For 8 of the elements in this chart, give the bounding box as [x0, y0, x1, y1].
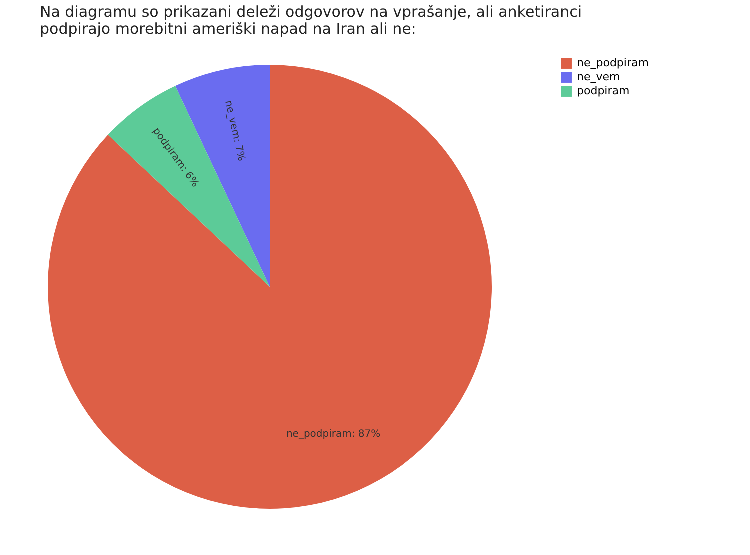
chart-title: Na diagramu so prikazani deleži odgovorov na vprašanje, ali anketiranci podpirajo morebitni ameriški napad na Iran ali ne: [40, 3, 582, 38]
data-label: ne_podpiram: 87% [286, 428, 381, 440]
data-label: ne_vem: 7% [222, 100, 247, 162]
pie-slice [108, 86, 270, 287]
legend-label: ne_podpiram [577, 56, 649, 70]
legend-label: podpiram [577, 84, 630, 98]
legend-label: ne_vem [577, 70, 620, 84]
pie-slice [48, 65, 492, 509]
